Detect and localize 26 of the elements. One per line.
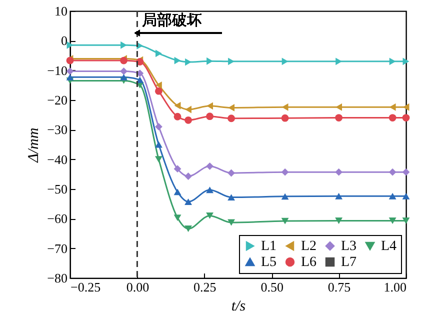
y-tick-label: −70 xyxy=(47,240,68,256)
legend-label: L7 xyxy=(341,255,357,270)
x-tick-label: 0.50 xyxy=(260,280,284,294)
x-tick-label: 1.00 xyxy=(384,280,406,294)
legend-label: L1 xyxy=(261,239,277,254)
x-tick-label: 0.00 xyxy=(126,280,150,294)
y-axis-title: Δ/mm xyxy=(26,128,42,164)
y-tick-label: −50 xyxy=(47,182,68,196)
legend-label: L2 xyxy=(301,239,317,254)
x-tick-label: 0.75 xyxy=(328,280,351,294)
x-tick-label: 0.25 xyxy=(194,280,216,294)
y-tick-label: 0 xyxy=(61,33,68,48)
legend-label: L4 xyxy=(381,239,397,254)
ref-line-label: 局部破坏 xyxy=(142,12,202,29)
y-tick-label: −60 xyxy=(47,211,68,226)
x-tick-label: −0.25 xyxy=(70,280,101,294)
y-tick-label: −30 xyxy=(47,122,68,138)
y-tick-label: 10 xyxy=(54,4,68,18)
legend-label: L6 xyxy=(301,255,317,270)
y-tick-label: −40 xyxy=(47,152,68,167)
legend-label: L3 xyxy=(341,239,357,254)
x-axis-title: t/s xyxy=(231,298,246,314)
y-tick-label: −20 xyxy=(47,92,68,108)
y-tick-label: −10 xyxy=(47,62,68,78)
legend-label: L5 xyxy=(261,255,277,270)
y-tick-label: −80 xyxy=(47,270,68,286)
